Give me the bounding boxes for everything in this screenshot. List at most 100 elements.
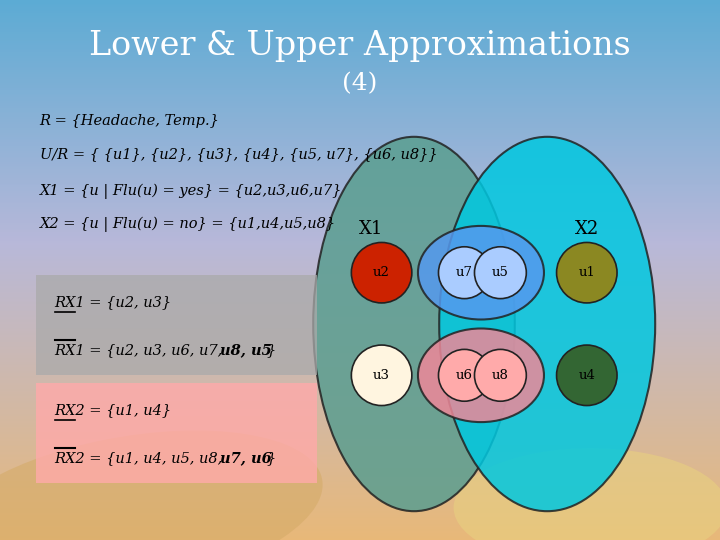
Bar (0, 99, 720, 101)
Bar (0, 204, 720, 205)
Bar (0, 131, 720, 133)
Bar (0, 340, 720, 342)
Bar (0, 529, 720, 531)
Text: X2: X2 (575, 220, 599, 239)
Bar (0, 38, 720, 39)
Bar (0, 250, 720, 252)
Bar (0, 177, 720, 178)
Bar (0, 302, 720, 304)
Bar (0, 29, 720, 31)
Bar (0, 299, 720, 301)
Bar (0, 254, 720, 255)
Bar (0, 49, 720, 50)
Bar (0, 236, 720, 238)
Text: U/R = { {u1}, {u2}, {u3}, {u4}, {u5, u7}, {u6, u8}}: U/R = { {u1}, {u2}, {u3}, {u4}, {u5, u7}… (40, 147, 437, 161)
Bar (0, 369, 720, 371)
Bar (0, 498, 720, 501)
Bar (0, 319, 720, 320)
Text: RX2 = {u1, u4}: RX2 = {u1, u4} (54, 403, 171, 417)
Bar (0, 486, 720, 488)
Bar (0, 187, 720, 189)
Bar (0, 248, 720, 250)
Bar (0, 493, 720, 495)
Bar (0, 274, 720, 275)
Ellipse shape (0, 430, 323, 540)
Bar (0, 346, 720, 347)
Bar (0, 207, 720, 209)
Bar (0, 459, 720, 461)
Bar (0, 502, 720, 504)
Bar (0, 5, 720, 7)
Bar (0, 353, 720, 355)
Bar (0, 436, 720, 437)
Bar (0, 439, 720, 441)
Bar (0, 16, 720, 18)
Bar (0, 400, 720, 401)
Bar (0, 128, 720, 130)
Bar (0, 378, 720, 380)
Bar (0, 328, 720, 329)
Bar (0, 309, 720, 312)
Bar (0, 227, 720, 228)
Bar (0, 416, 720, 417)
Bar (0, 221, 720, 223)
Bar (0, 135, 720, 137)
Text: u4: u4 (578, 369, 595, 382)
Bar (0, 522, 720, 524)
Bar (0, 164, 720, 166)
Bar (0, 454, 720, 455)
Text: X1: X1 (359, 220, 383, 239)
Bar (0, 409, 720, 410)
Bar (0, 11, 720, 12)
Bar (0, 182, 720, 184)
Ellipse shape (557, 345, 617, 406)
Bar (0, 506, 720, 508)
Text: }: } (266, 451, 276, 465)
Bar (0, 160, 720, 162)
Text: u6: u6 (456, 369, 473, 382)
Text: RX1 = {u2, u3, u6, u7,: RX1 = {u2, u3, u6, u7, (54, 343, 227, 357)
Bar (0, 394, 720, 396)
Text: Lower & Upper Approximations: Lower & Upper Approximations (89, 30, 631, 62)
Bar (0, 360, 720, 362)
Bar (0, 200, 720, 201)
Bar (0, 119, 720, 120)
Bar (0, 54, 720, 56)
Bar (0, 471, 720, 474)
Bar (0, 292, 720, 293)
Bar (0, 317, 720, 319)
Bar (0, 228, 720, 231)
Bar (0, 47, 720, 49)
Bar (0, 412, 720, 414)
Bar (0, 447, 720, 448)
Bar (0, 113, 720, 115)
Bar (0, 491, 720, 493)
Bar (0, 110, 720, 112)
Bar (0, 241, 720, 243)
Bar (0, 288, 720, 290)
Text: u8: u8 (492, 369, 509, 382)
Bar (0, 7, 720, 9)
Text: X2 = {u | Flu(u) = no} = {u1,u4,u5,u8}: X2 = {u | Flu(u) = no} = {u1,u4,u5,u8} (40, 217, 336, 232)
Ellipse shape (454, 448, 720, 540)
Text: R = {Headache, Temp.}: R = {Headache, Temp.} (40, 114, 220, 129)
Bar (0, 383, 720, 385)
Bar (0, 232, 720, 234)
Bar (0, 117, 720, 119)
Bar (0, 180, 720, 182)
Bar (0, 72, 720, 74)
Bar (0, 123, 720, 124)
Bar (0, 191, 720, 193)
Bar (0, 88, 720, 90)
Bar (0, 443, 720, 444)
Bar (0, 531, 720, 533)
Bar (0, 367, 720, 369)
Bar (0, 198, 720, 200)
Bar (0, 441, 720, 443)
Bar (0, 193, 720, 194)
Bar (0, 457, 720, 459)
Bar (0, 351, 720, 353)
Bar (0, 69, 720, 70)
Bar (0, 243, 720, 245)
Bar (0, 520, 720, 522)
